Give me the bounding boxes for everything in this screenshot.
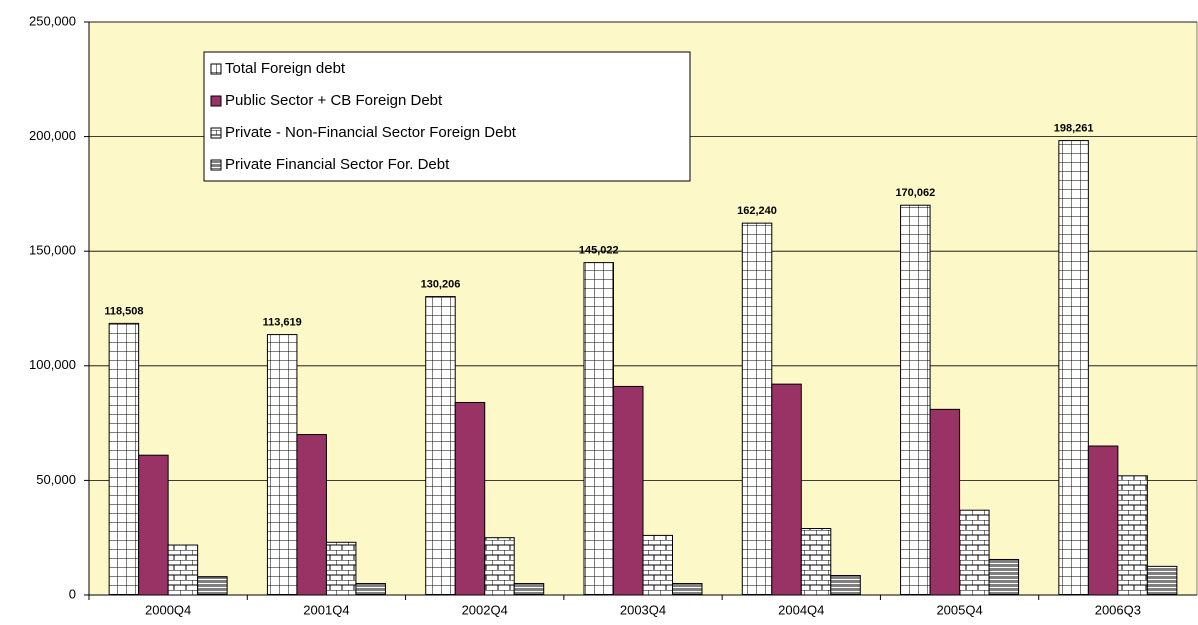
bar xyxy=(988,558,1020,596)
bar xyxy=(1146,565,1178,596)
y-tick-label: 150,000 xyxy=(29,243,76,258)
y-tick-label: 200,000 xyxy=(29,128,76,143)
legend-label: Private - Non-Financial Sector Foreign D… xyxy=(225,124,517,141)
bar xyxy=(900,204,931,596)
legend-label: Private Financial Sector For. Debt xyxy=(225,156,450,173)
legend-swatch xyxy=(210,127,222,139)
x-tick-label: 2001Q4 xyxy=(303,602,349,617)
data-label: 198,261 xyxy=(1054,122,1094,134)
y-tick-label: 0 xyxy=(69,586,76,601)
bar xyxy=(959,509,990,596)
bar xyxy=(325,541,357,596)
bar xyxy=(929,408,961,596)
data-label: 118,508 xyxy=(104,305,143,317)
bar xyxy=(741,222,773,596)
bar xyxy=(454,401,486,596)
x-tick-label: 2003Q4 xyxy=(620,602,666,617)
bar xyxy=(1117,475,1148,596)
legend-label: Public Sector + CB Foreign Debt xyxy=(225,92,443,109)
bar xyxy=(138,454,169,596)
bar xyxy=(266,334,298,596)
y-tick-label: 100,000 xyxy=(29,357,76,372)
data-label: 145,022 xyxy=(579,245,619,257)
y-tick-label: 250,000 xyxy=(29,13,76,28)
data-label: 162,240 xyxy=(737,205,777,217)
legend-box xyxy=(203,51,691,182)
x-tick-label: 2002Q4 xyxy=(462,602,508,617)
data-label: 170,062 xyxy=(895,187,935,199)
bar xyxy=(672,583,703,596)
bar xyxy=(167,544,199,596)
bar xyxy=(1058,140,1089,596)
bar xyxy=(1087,445,1119,596)
x-tick-label: 2006Q3 xyxy=(1095,602,1141,617)
data-label: 113,619 xyxy=(263,316,302,328)
legend-label: Total Foreign debt xyxy=(225,60,346,77)
bar xyxy=(296,434,327,596)
bar xyxy=(642,534,673,596)
bar xyxy=(197,576,228,596)
bar xyxy=(830,575,861,596)
bar xyxy=(108,322,140,596)
bar xyxy=(583,262,614,596)
bar xyxy=(771,383,802,596)
legend-swatch xyxy=(210,159,222,171)
bar xyxy=(513,583,545,596)
data-label: 130,206 xyxy=(421,278,461,290)
bar xyxy=(355,583,386,596)
legend-swatch xyxy=(210,95,222,107)
bar xyxy=(800,528,832,596)
x-tick-label: 2005Q4 xyxy=(936,602,982,617)
bar xyxy=(425,296,456,596)
x-tick-label: 2004Q4 xyxy=(778,602,824,617)
y-tick-label: 50,000 xyxy=(36,472,76,487)
bar xyxy=(613,385,644,596)
x-tick-label: 2000Q4 xyxy=(145,602,191,617)
legend-swatch xyxy=(210,63,222,75)
bar xyxy=(484,537,515,596)
